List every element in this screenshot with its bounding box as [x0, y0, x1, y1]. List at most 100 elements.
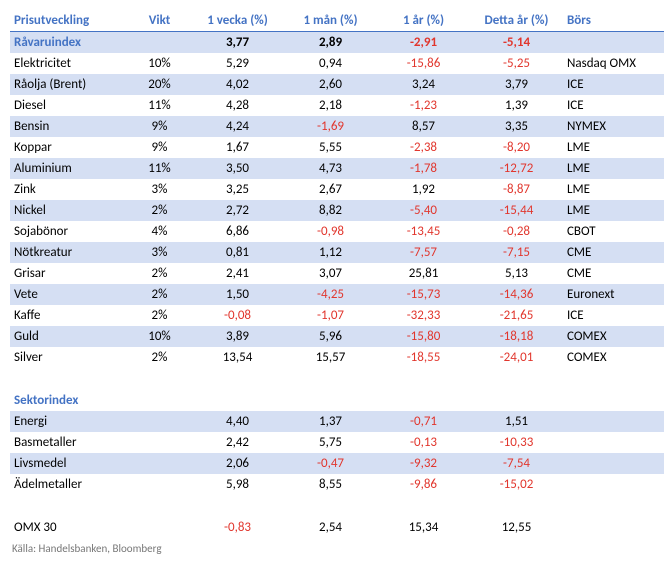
cell-value: -1,07	[284, 305, 377, 326]
cell-value: 2,42	[191, 432, 284, 453]
cell-value: 3,35	[470, 116, 563, 137]
price-table: Prisutveckling Vikt 1 vecka (%) 1 mån (%…	[10, 10, 664, 538]
cell-value: -10,33	[470, 432, 563, 453]
cell-vikt	[128, 32, 191, 54]
cell-value: -1,78	[377, 158, 470, 179]
cell-name: Koppar	[10, 137, 128, 158]
table-row: Nickel2%2,728,82-5,40-15,44LME	[10, 200, 664, 221]
cell-value: -18,18	[470, 326, 563, 347]
cell-value: 2,54	[284, 517, 377, 538]
table-row: Zink3%3,252,671,92-8,87LME	[10, 179, 664, 200]
cell-value: 5,29	[191, 53, 284, 74]
cell-name: Ädelmetaller	[10, 474, 128, 495]
cell-value: 2,72	[191, 200, 284, 221]
table-row: Elektricitet10%5,290,94-15,86-5,25Nasdaq…	[10, 53, 664, 74]
cell-value: -14,36	[470, 284, 563, 305]
table-row: Grisar2%2,413,0725,815,13CME	[10, 263, 664, 284]
cell-bors: COMEX	[563, 347, 664, 368]
cell-value: 25,81	[377, 263, 470, 284]
cell-vikt: 2%	[128, 263, 191, 284]
cell-vikt: 2%	[128, 200, 191, 221]
table-row: Sektorindex	[10, 390, 664, 411]
table-row: Nötkreatur3%0,811,12-7,57-7,15CME	[10, 242, 664, 263]
table-row: Kaffe2%-0,08-1,07-32,33-21,65ICE	[10, 305, 664, 326]
cell-value: -1,23	[377, 95, 470, 116]
table-row: Råvaruindex3,772,89-2,91-5,14	[10, 32, 664, 54]
col-1vecka: 1 vecka (%)	[191, 10, 284, 32]
cell-value: -0,83	[191, 517, 284, 538]
cell-bors	[563, 390, 664, 411]
cell-vikt: 11%	[128, 95, 191, 116]
table-row	[10, 495, 664, 517]
cell-value: -5,25	[470, 53, 563, 74]
cell-value: -9,86	[377, 474, 470, 495]
cell-bors: ICE	[563, 95, 664, 116]
cell-bors	[563, 474, 664, 495]
cell-value: 3,25	[191, 179, 284, 200]
cell-value: 1,67	[191, 137, 284, 158]
cell-value: -15,44	[470, 200, 563, 221]
cell-value: 1,92	[377, 179, 470, 200]
cell-bors: CME	[563, 242, 664, 263]
cell-value: 5,55	[284, 137, 377, 158]
table-row: Aluminium11%3,504,73-1,78-12,72LME	[10, 158, 664, 179]
cell-value: 0,81	[191, 242, 284, 263]
cell-bors	[563, 32, 664, 54]
cell-vikt	[128, 390, 191, 411]
cell-value: -15,02	[470, 474, 563, 495]
cell-value: -24,01	[470, 347, 563, 368]
cell-value: 1,37	[284, 411, 377, 432]
cell-vikt: 10%	[128, 326, 191, 347]
cell-value: 3,77	[191, 32, 284, 54]
cell-vikt: 3%	[128, 179, 191, 200]
table-row: Råolja (Brent)20%4,022,603,243,79ICE	[10, 74, 664, 95]
cell-value: 2,18	[284, 95, 377, 116]
cell-value: -7,54	[470, 453, 563, 474]
cell-bors: Nasdaq OMX	[563, 53, 664, 74]
cell-value: 4,28	[191, 95, 284, 116]
source-footer: Källa: Handelsbanken, Bloomberg	[10, 542, 654, 555]
cell-value: -7,57	[377, 242, 470, 263]
cell-name: Nötkreatur	[10, 242, 128, 263]
cell-value: 5,75	[284, 432, 377, 453]
table-body: Råvaruindex3,772,89-2,91-5,14Elektricite…	[10, 32, 664, 539]
cell-value: 1,12	[284, 242, 377, 263]
cell-value: -15,73	[377, 284, 470, 305]
cell-vikt	[128, 474, 191, 495]
cell-bors	[563, 411, 664, 432]
cell-value: 4,24	[191, 116, 284, 137]
cell-value	[191, 390, 284, 411]
cell-vikt: 2%	[128, 305, 191, 326]
cell-vikt: 4%	[128, 221, 191, 242]
cell-value: 5,96	[284, 326, 377, 347]
cell-value: -0,08	[191, 305, 284, 326]
col-1man: 1 mån (%)	[284, 10, 377, 32]
cell-name: Sojabönor	[10, 221, 128, 242]
cell-value: -15,80	[377, 326, 470, 347]
blank-cell	[10, 368, 664, 390]
cell-value: 2,67	[284, 179, 377, 200]
cell-value: 8,57	[377, 116, 470, 137]
cell-value: -2,38	[377, 137, 470, 158]
cell-value: -8,20	[470, 137, 563, 158]
cell-value: -1,69	[284, 116, 377, 137]
cell-vikt: 11%	[128, 158, 191, 179]
cell-value: 3,07	[284, 263, 377, 284]
cell-value: 2,06	[191, 453, 284, 474]
cell-name: Basmetaller	[10, 432, 128, 453]
cell-name: Bensin	[10, 116, 128, 137]
cell-bors: CBOT	[563, 221, 664, 242]
table-row: Energi4,401,37-0,711,51	[10, 411, 664, 432]
col-dettaar: Detta år (%)	[470, 10, 563, 32]
cell-value	[377, 390, 470, 411]
cell-name: Råolja (Brent)	[10, 74, 128, 95]
cell-value: 6,86	[191, 221, 284, 242]
table-row: Livsmedel2,06-0,47-9,32-7,54	[10, 453, 664, 474]
cell-bors	[563, 453, 664, 474]
cell-value: -0,28	[470, 221, 563, 242]
cell-name: Diesel	[10, 95, 128, 116]
cell-name: Guld	[10, 326, 128, 347]
cell-value: -12,72	[470, 158, 563, 179]
cell-value: 2,41	[191, 263, 284, 284]
cell-value: -5,14	[470, 32, 563, 54]
